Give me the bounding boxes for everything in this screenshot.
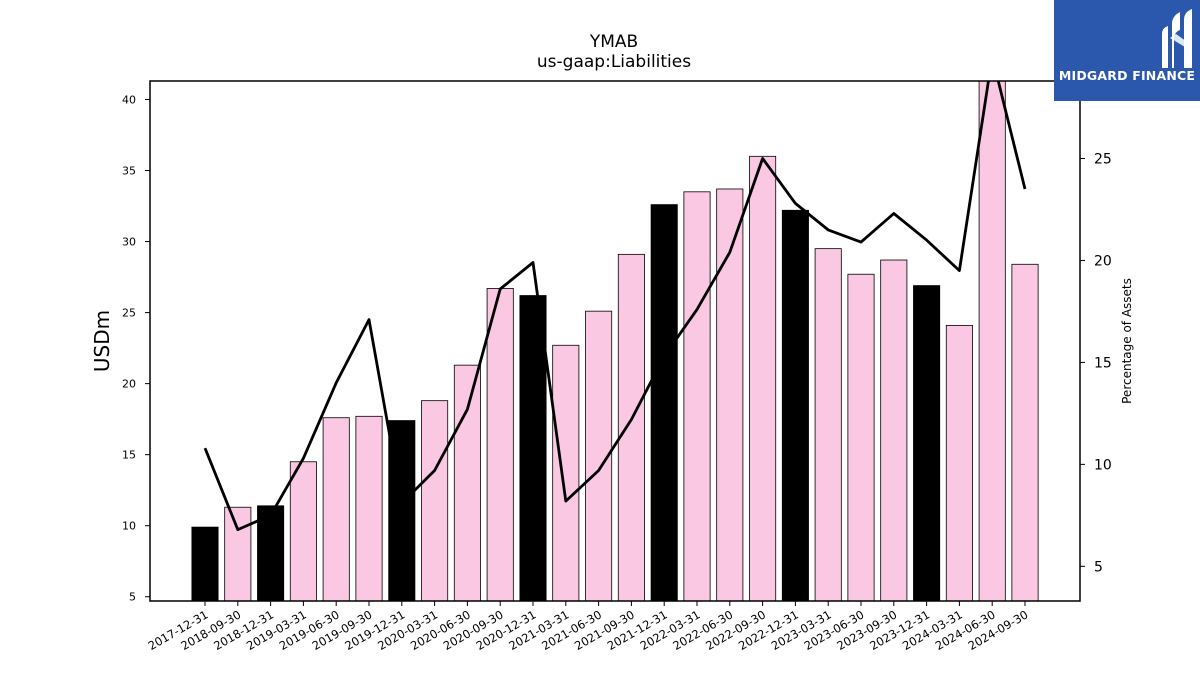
bar-2023-06-30 — [847, 273, 875, 602]
bar-2020-12-31 — [519, 295, 547, 602]
chart-subtitle: us-gaap:Liabilities — [536, 52, 692, 72]
y-tick-label-right: 5 — [1094, 559, 1103, 575]
bar-2018-12-31 — [257, 505, 285, 602]
bar-2022-12-31 — [781, 209, 809, 602]
bar-2024-06-30 — [978, 80, 1006, 602]
y-tick-label-right: 10 — [1094, 457, 1112, 473]
bar-2020-03-31 — [421, 400, 449, 602]
bar-2022-09-30 — [749, 155, 777, 602]
y-axis-label-right: Percentage of Assets — [1120, 278, 1134, 404]
bar-2021-09-30 — [617, 253, 645, 602]
bar-2019-06-30 — [322, 417, 350, 602]
bar-2021-12-31 — [650, 204, 678, 602]
bar-2023-12-31 — [913, 285, 941, 602]
y-tick-label-left: 35 — [122, 165, 136, 178]
chart-title: YMAB — [589, 32, 639, 52]
y-tick-label-right: 15 — [1094, 355, 1112, 371]
bar-2023-09-30 — [880, 259, 908, 602]
bar-2024-09-30 — [1011, 263, 1039, 602]
bar-2020-06-30 — [453, 364, 481, 602]
y-tick-label-left: 40 — [122, 93, 136, 106]
bar-2019-03-31 — [289, 461, 317, 602]
bar-2020-09-30 — [486, 288, 514, 602]
y-tick-label-left: 5 — [129, 591, 136, 604]
y-axis-label-left: USDm — [90, 310, 114, 372]
bar-2022-06-30 — [716, 188, 744, 602]
line-series-percentage — [203, 81, 1027, 531]
y-tick-label-left: 10 — [122, 520, 136, 533]
logo-mark-icon — [1162, 9, 1192, 68]
y-tick-label-left: 20 — [122, 378, 136, 391]
bar-2022-03-31 — [683, 191, 711, 602]
bar-2018-09-30 — [224, 506, 252, 602]
bar-2021-03-31 — [552, 344, 580, 602]
y-tick-label-right: 20 — [1094, 253, 1112, 269]
brand-logo: MIDGARD FINANCE — [1054, 0, 1200, 101]
bar-2023-03-31 — [814, 248, 842, 602]
y-tick-label-left: 25 — [122, 307, 136, 320]
plot-frame — [149, 80, 1081, 602]
bar-2024-03-31 — [945, 324, 973, 602]
bar-2017-12-31 — [191, 526, 219, 602]
y-tick-label-left: 15 — [122, 449, 136, 462]
y-tick-label-right: 25 — [1094, 151, 1112, 167]
bar-2019-09-30 — [355, 415, 383, 602]
y-tick-label-left: 30 — [122, 236, 136, 249]
logo-text: MIDGARD FINANCE — [1058, 68, 1196, 83]
